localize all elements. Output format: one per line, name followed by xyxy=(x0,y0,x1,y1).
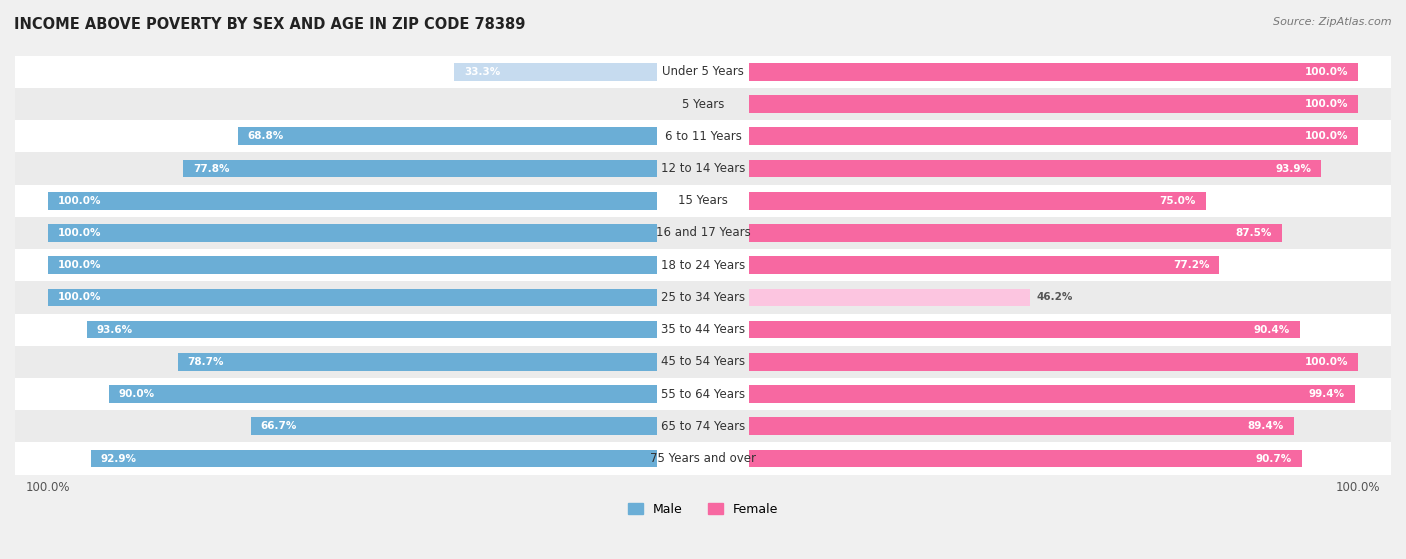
Text: 92.9%: 92.9% xyxy=(101,453,136,463)
Bar xyxy=(87,321,657,339)
Text: 33.3%: 33.3% xyxy=(464,67,501,77)
Text: 15 Years: 15 Years xyxy=(678,194,728,207)
Text: 66.7%: 66.7% xyxy=(260,421,297,432)
Bar xyxy=(0,281,1406,314)
Bar xyxy=(0,120,1406,153)
Text: 77.8%: 77.8% xyxy=(193,164,229,173)
Bar xyxy=(0,314,1406,345)
Bar xyxy=(0,249,1406,281)
Bar xyxy=(749,449,1302,467)
Bar xyxy=(0,88,1406,120)
Text: 25 to 34 Years: 25 to 34 Years xyxy=(661,291,745,304)
Bar xyxy=(749,321,1299,339)
Bar xyxy=(0,442,1406,475)
Text: 18 to 24 Years: 18 to 24 Years xyxy=(661,259,745,272)
Text: 90.7%: 90.7% xyxy=(1256,453,1292,463)
Bar xyxy=(48,192,657,210)
Bar xyxy=(749,288,1031,306)
Bar xyxy=(108,385,657,403)
Bar xyxy=(749,160,1322,177)
Text: 78.7%: 78.7% xyxy=(187,357,224,367)
Text: 100.0%: 100.0% xyxy=(58,228,101,238)
Text: 35 to 44 Years: 35 to 44 Years xyxy=(661,323,745,336)
Text: INCOME ABOVE POVERTY BY SEX AND AGE IN ZIP CODE 78389: INCOME ABOVE POVERTY BY SEX AND AGE IN Z… xyxy=(14,17,526,32)
Text: 93.6%: 93.6% xyxy=(97,325,132,335)
Text: 90.0%: 90.0% xyxy=(118,389,155,399)
Text: 75 Years and over: 75 Years and over xyxy=(650,452,756,465)
Bar xyxy=(0,153,1406,184)
Bar xyxy=(0,184,1406,217)
Bar xyxy=(0,378,1406,410)
Bar xyxy=(454,63,657,80)
Text: 100.0%: 100.0% xyxy=(58,260,101,270)
Text: 6 to 11 Years: 6 to 11 Years xyxy=(665,130,741,143)
Bar xyxy=(48,288,657,306)
Text: 99.4%: 99.4% xyxy=(1309,389,1344,399)
Bar xyxy=(749,95,1358,113)
Bar xyxy=(749,385,1354,403)
Bar xyxy=(749,224,1282,242)
Bar xyxy=(749,257,1219,274)
Text: 65 to 74 Years: 65 to 74 Years xyxy=(661,420,745,433)
Bar xyxy=(0,410,1406,442)
Text: 68.8%: 68.8% xyxy=(247,131,284,141)
Bar xyxy=(183,160,657,177)
Text: Under 5 Years: Under 5 Years xyxy=(662,65,744,78)
Bar xyxy=(0,345,1406,378)
Bar xyxy=(91,449,657,467)
Bar xyxy=(749,63,1358,80)
Text: 55 to 64 Years: 55 to 64 Years xyxy=(661,387,745,401)
Text: 100.0%: 100.0% xyxy=(1305,357,1348,367)
Bar xyxy=(48,224,657,242)
Bar xyxy=(749,127,1358,145)
Text: Source: ZipAtlas.com: Source: ZipAtlas.com xyxy=(1274,17,1392,27)
Bar xyxy=(177,353,657,371)
Text: 87.5%: 87.5% xyxy=(1236,228,1272,238)
Text: 100.0%: 100.0% xyxy=(1305,67,1348,77)
Bar xyxy=(238,127,657,145)
Bar xyxy=(749,418,1294,435)
Text: 93.9%: 93.9% xyxy=(1275,164,1312,173)
Bar xyxy=(749,192,1206,210)
Text: 90.4%: 90.4% xyxy=(1254,325,1289,335)
Text: 89.4%: 89.4% xyxy=(1247,421,1284,432)
Text: 46.2%: 46.2% xyxy=(1038,292,1073,302)
Text: 100.0%: 100.0% xyxy=(1305,131,1348,141)
Text: 75.0%: 75.0% xyxy=(1160,196,1197,206)
Text: 100.0%: 100.0% xyxy=(1305,99,1348,109)
Text: 45 to 54 Years: 45 to 54 Years xyxy=(661,356,745,368)
Text: 100.0%: 100.0% xyxy=(58,196,101,206)
Bar xyxy=(749,353,1358,371)
Bar xyxy=(250,418,657,435)
Bar xyxy=(0,56,1406,88)
Text: 5 Years: 5 Years xyxy=(682,98,724,111)
Text: 16 and 17 Years: 16 and 17 Years xyxy=(655,226,751,239)
Text: 77.2%: 77.2% xyxy=(1173,260,1209,270)
Bar xyxy=(0,217,1406,249)
Legend: Male, Female: Male, Female xyxy=(623,498,783,520)
Bar xyxy=(48,257,657,274)
Text: 12 to 14 Years: 12 to 14 Years xyxy=(661,162,745,175)
Text: 100.0%: 100.0% xyxy=(58,292,101,302)
